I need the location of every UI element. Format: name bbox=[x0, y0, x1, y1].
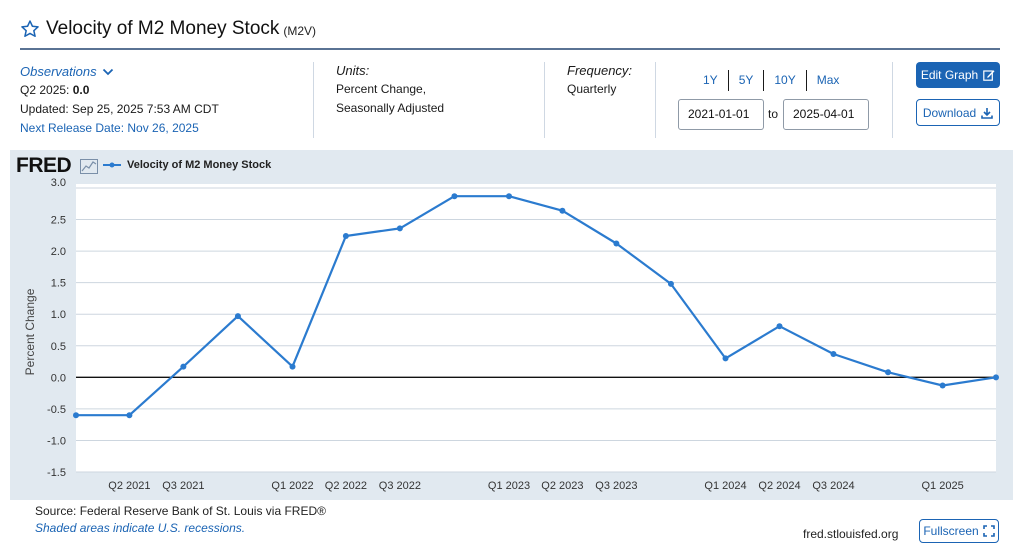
date-range-to-label: to bbox=[768, 107, 779, 121]
source-text: Source: Federal Reserve Bank of St. Loui… bbox=[35, 504, 326, 518]
recession-note: Shaded areas indicate U.S. recessions. bbox=[35, 521, 246, 535]
chart-panel bbox=[10, 150, 1013, 500]
download-label[interactable]: Download bbox=[922, 105, 977, 120]
range-button-5y[interactable]: 5Y bbox=[727, 70, 764, 91]
units-label: Units: bbox=[336, 63, 370, 78]
latest-period: Q2 2025: bbox=[20, 83, 70, 97]
star-icon[interactable] bbox=[20, 19, 40, 39]
frequency-value: Quarterly bbox=[567, 82, 617, 96]
divider bbox=[892, 62, 893, 138]
frequency-label: Frequency: bbox=[567, 63, 633, 78]
fullscreen-label[interactable]: Fullscreen bbox=[923, 524, 979, 538]
frequency-panel: Frequency: Quarterly bbox=[567, 61, 632, 99]
site-url: fred.stlouisfed.org bbox=[803, 527, 899, 541]
edit-graph-button[interactable]: Edit Graph bbox=[916, 62, 1000, 88]
units-line-1: Percent Change, bbox=[336, 82, 427, 96]
fred-logo: FRED bbox=[16, 154, 72, 177]
start-date-input[interactable]: 2021-01-01 bbox=[678, 99, 764, 130]
observations-panel: Observations Q2 2025: 0.0 Updated: Sep 2… bbox=[20, 62, 219, 138]
chart-legend: Velocity of M2 Money Stock bbox=[103, 159, 271, 171]
divider bbox=[544, 62, 545, 138]
units-line-2: Seasonally Adjusted bbox=[336, 101, 445, 115]
title-row: Velocity of M2 Money Stock (M2V) bbox=[20, 18, 316, 40]
next-release-link[interactable]: Next Release Date: Nov 26, 2025 bbox=[20, 121, 199, 135]
updated-text: Updated: Sep 25, 2025 7:53 AM CDT bbox=[20, 102, 219, 116]
end-date-input[interactable]: 2025-04-01 bbox=[783, 99, 869, 130]
chart-footer: Source: Federal Reserve Bank of St. Loui… bbox=[35, 503, 326, 537]
units-panel: Units: Percent Change, Seasonally Adjust… bbox=[336, 61, 444, 118]
divider bbox=[313, 62, 314, 138]
legend-line-icon bbox=[103, 162, 121, 168]
range-button-max[interactable]: Max bbox=[805, 70, 850, 91]
fullscreen-icon[interactable] bbox=[982, 525, 995, 537]
title-divider bbox=[20, 48, 1000, 50]
latest-value: 0.0 bbox=[72, 83, 90, 97]
range-selector: 1Y 5Y 10Y Max bbox=[693, 70, 849, 91]
fullscreen-button[interactable]: Fullscreen bbox=[919, 519, 999, 543]
download-icon[interactable] bbox=[981, 107, 993, 119]
series-code: (M2V) bbox=[283, 24, 317, 38]
observations-label[interactable]: Observations bbox=[20, 64, 97, 79]
download-button[interactable]: Download bbox=[916, 99, 1000, 126]
graph-icon bbox=[80, 159, 98, 174]
latest-observation: Q2 2025: 0.0 bbox=[20, 81, 219, 100]
chevron-down-icon[interactable] bbox=[102, 66, 114, 78]
divider bbox=[655, 62, 656, 138]
range-button-10y[interactable]: 10Y bbox=[763, 70, 805, 91]
edit-graph-label[interactable]: Edit Graph bbox=[920, 68, 979, 82]
page-title: Velocity of M2 Money Stock bbox=[46, 18, 280, 39]
observations-toggle[interactable]: Observations bbox=[20, 62, 219, 81]
legend-series-name: Velocity of M2 Money Stock bbox=[127, 159, 272, 171]
range-button-1y[interactable]: 1Y bbox=[703, 73, 718, 87]
edit-icon[interactable] bbox=[983, 69, 995, 81]
